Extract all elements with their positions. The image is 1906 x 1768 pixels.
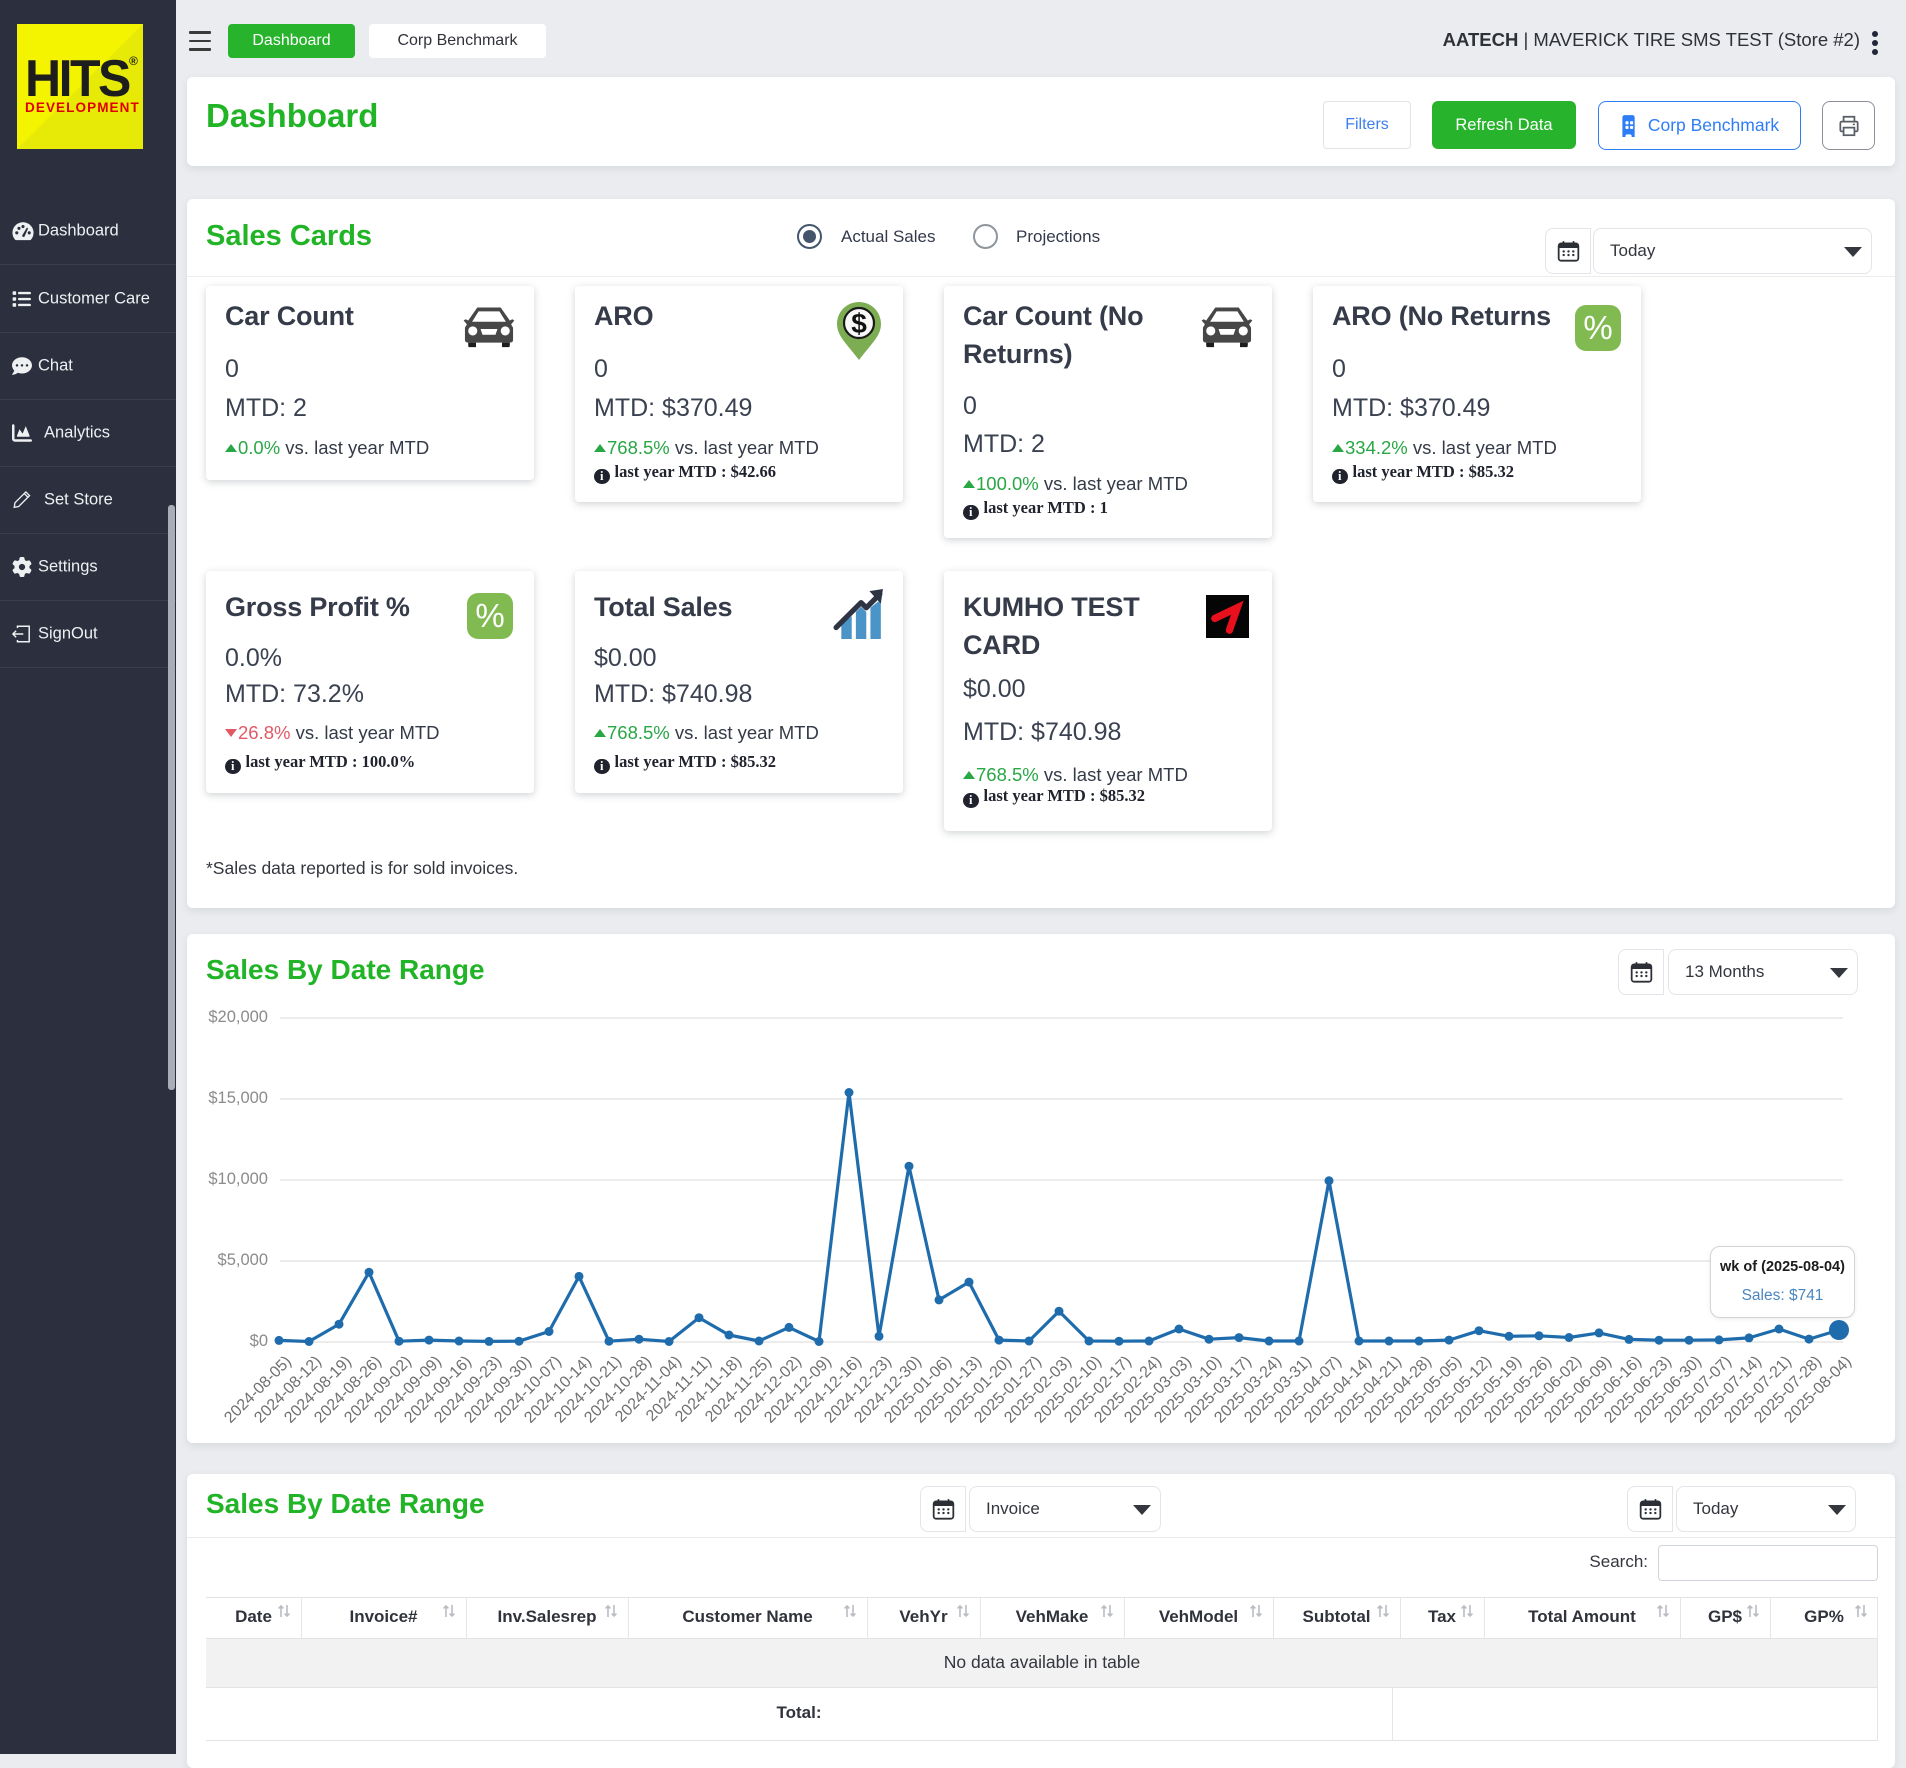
svg-text:$: $: [851, 308, 867, 339]
